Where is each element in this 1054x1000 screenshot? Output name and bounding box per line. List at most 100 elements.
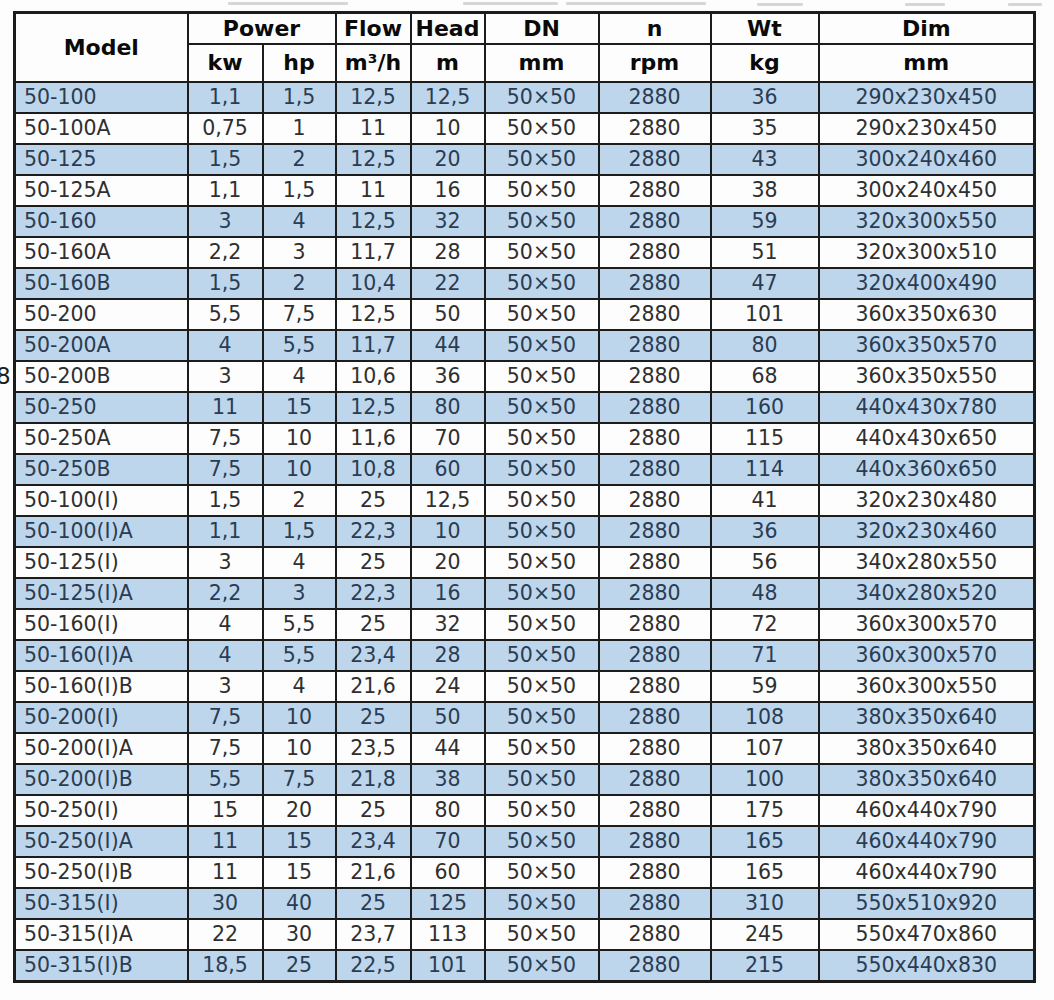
cell-wt: 165 — [711, 857, 819, 888]
cell-hp: 15 — [263, 826, 336, 857]
table-row: 50-100A0,751111050×50288035290x230x450 — [15, 113, 1035, 144]
cell-wt: 310 — [711, 888, 819, 919]
cell-wt: 43 — [711, 144, 819, 175]
cell-hp: 4 — [263, 547, 336, 578]
cell-wt: 56 — [711, 547, 819, 578]
cell-flow: 23,7 — [336, 919, 411, 950]
cell-rpm: 2880 — [599, 764, 711, 795]
unit-header-wt: kg — [711, 44, 819, 82]
cell-flow: 11,7 — [336, 237, 411, 268]
cell-kw: 3 — [188, 361, 263, 392]
table-row: 50-200A45,511,74450×50288080360x350x570 — [15, 330, 1035, 361]
cell-model: 50-125(I) — [15, 547, 188, 578]
cell-hp: 15 — [263, 392, 336, 423]
cell-wt: 41 — [711, 485, 819, 516]
cell-wt: 175 — [711, 795, 819, 826]
table-row: 50-1603412,53250×50288059320x300x550 — [15, 206, 1035, 237]
table-row: 50-125(I)A2,2322,31650×50288048340x280x5… — [15, 578, 1035, 609]
cell-flow: 11,6 — [336, 423, 411, 454]
cell-flow: 12,5 — [336, 144, 411, 175]
cell-head: 12,5 — [411, 485, 485, 516]
cell-model: 50-160(I) — [15, 609, 188, 640]
cell-kw: 2,2 — [188, 237, 263, 268]
table-row: 50-125A1,11,5111650×50288038300x240x450 — [15, 175, 1035, 206]
cell-rpm: 2880 — [599, 795, 711, 826]
cell-wt: 245 — [711, 919, 819, 950]
cell-wt: 48 — [711, 578, 819, 609]
cell-model: 50-315(I) — [15, 888, 188, 919]
cell-flow: 11 — [336, 113, 411, 144]
cell-dn: 50×50 — [485, 361, 599, 392]
cell-rpm: 2880 — [599, 640, 711, 671]
cell-dn: 50×50 — [485, 485, 599, 516]
cell-flow: 12,5 — [336, 392, 411, 423]
cell-rpm: 2880 — [599, 702, 711, 733]
cell-flow: 12,5 — [336, 299, 411, 330]
cell-dim: 360x300x550 — [819, 671, 1035, 702]
cell-dn: 50×50 — [485, 330, 599, 361]
cell-head: 70 — [411, 826, 485, 857]
cell-model: 50-250(I)A — [15, 826, 188, 857]
cell-kw: 11 — [188, 857, 263, 888]
cell-flow: 25 — [336, 795, 411, 826]
cell-head: 60 — [411, 857, 485, 888]
cell-kw: 3 — [188, 206, 263, 237]
cell-hp: 30 — [263, 919, 336, 950]
cell-dim: 320x300x510 — [819, 237, 1035, 268]
cell-head: 20 — [411, 547, 485, 578]
cell-model: 50-160(I)B — [15, 671, 188, 702]
cell-head: 24 — [411, 671, 485, 702]
cell-kw: 22 — [188, 919, 263, 950]
cell-hp: 20 — [263, 795, 336, 826]
cell-hp: 5,5 — [263, 609, 336, 640]
cell-kw: 11 — [188, 826, 263, 857]
cell-dim: 340x280x550 — [819, 547, 1035, 578]
cell-rpm: 2880 — [599, 609, 711, 640]
cell-head: 50 — [411, 299, 485, 330]
cell-hp: 1 — [263, 113, 336, 144]
cell-rpm: 2880 — [599, 330, 711, 361]
cell-head: 32 — [411, 609, 485, 640]
cell-wt: 160 — [711, 392, 819, 423]
table-row: 50-160(I)A45,523,42850×50288071360x300x5… — [15, 640, 1035, 671]
cell-kw: 5,5 — [188, 764, 263, 795]
cell-flow: 10,8 — [336, 454, 411, 485]
table-body: 50-1001,11,512,512,550×50288036290x230x4… — [15, 82, 1035, 982]
scan-artifact — [1008, 3, 1042, 6]
cell-dim: 550x440x830 — [819, 950, 1035, 982]
cell-kw: 1,1 — [188, 175, 263, 206]
pump-spec-table: Model Power Flow Head DN n Wt Dim kw hp … — [13, 11, 1036, 983]
cell-dn: 50×50 — [485, 237, 599, 268]
cell-head: 28 — [411, 237, 485, 268]
table-row: 50-160A2,2311,72850×50288051320x300x510 — [15, 237, 1035, 268]
table-row: 50-1251,5212,52050×50288043300x240x460 — [15, 144, 1035, 175]
cell-hp: 3 — [263, 578, 336, 609]
cell-kw: 7,5 — [188, 733, 263, 764]
cell-dim: 550x470x860 — [819, 919, 1035, 950]
cell-dn: 50×50 — [485, 144, 599, 175]
cell-rpm: 2880 — [599, 237, 711, 268]
cell-rpm: 2880 — [599, 175, 711, 206]
cell-dim: 360x300x570 — [819, 609, 1035, 640]
cell-head: 125 — [411, 888, 485, 919]
cell-rpm: 2880 — [599, 950, 711, 982]
cell-dn: 50×50 — [485, 82, 599, 113]
table-row: 50-200(I)A7,51023,54450×502880107380x350… — [15, 733, 1035, 764]
cell-dim: 290x230x450 — [819, 113, 1035, 144]
cell-kw: 7,5 — [188, 702, 263, 733]
cell-hp: 1,5 — [263, 175, 336, 206]
cell-wt: 36 — [711, 516, 819, 547]
cell-model: 50-100(I)A — [15, 516, 188, 547]
table-row: 50-250A7,51011,67050×502880115440x430x65… — [15, 423, 1035, 454]
cell-model: 50-250 — [15, 392, 188, 423]
unit-header-hp: hp — [263, 44, 336, 82]
table-row: 50-125(I)34252050×50288056340x280x550 — [15, 547, 1035, 578]
cell-rpm: 2880 — [599, 578, 711, 609]
cell-hp: 4 — [263, 206, 336, 237]
cell-head: 32 — [411, 206, 485, 237]
column-header-n: n — [599, 13, 711, 44]
column-header-dim: Dim — [819, 13, 1035, 44]
cell-model: 50-315(I)A — [15, 919, 188, 950]
cell-dn: 50×50 — [485, 640, 599, 671]
cell-wt: 115 — [711, 423, 819, 454]
